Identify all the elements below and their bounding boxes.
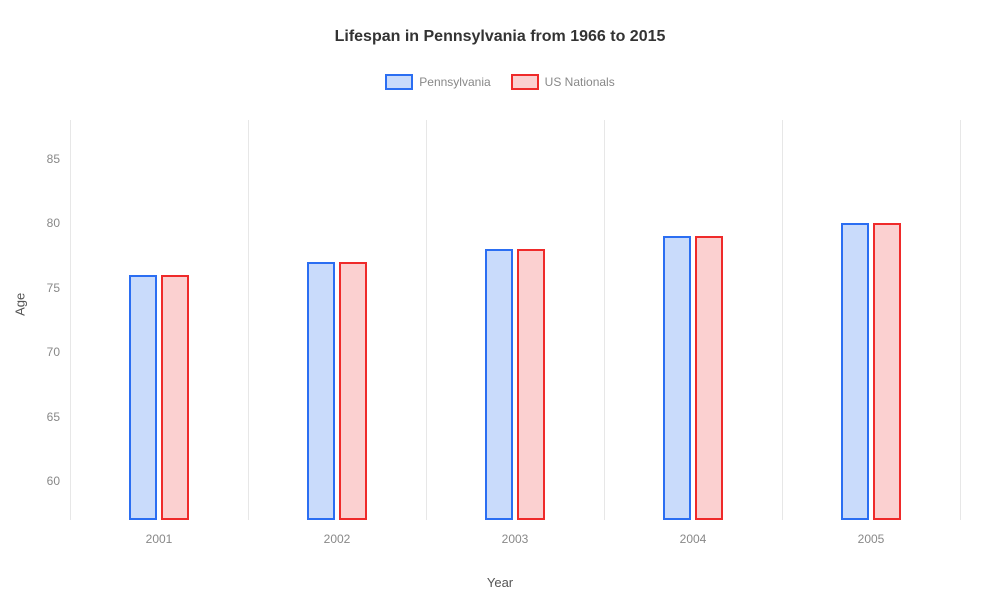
- legend-swatch-us-nationals: [511, 74, 539, 90]
- bar-pennsylvania: [129, 275, 157, 520]
- chart-legend: Pennsylvania US Nationals: [0, 74, 1000, 90]
- bar-pennsylvania: [485, 249, 513, 520]
- y-tick-label: 80: [47, 216, 60, 230]
- chart-container: Lifespan in Pennsylvania from 1966 to 20…: [0, 0, 1000, 600]
- bar-pennsylvania: [663, 236, 691, 520]
- legend-item-pennsylvania: Pennsylvania: [385, 74, 490, 90]
- bar-pennsylvania: [307, 262, 335, 520]
- y-axis-label: Age: [13, 293, 28, 316]
- chart-plot-area: 60657075808520012002200320042005: [70, 120, 960, 520]
- x-tick-label: 2005: [858, 532, 885, 546]
- y-tick-label: 65: [47, 410, 60, 424]
- bar-pennsylvania: [841, 223, 869, 520]
- y-tick-label: 70: [47, 345, 60, 359]
- x-tick-label: 2002: [324, 532, 351, 546]
- bar-us-nationals: [517, 249, 545, 520]
- grid-line-vertical: [426, 120, 427, 520]
- legend-label-us-nationals: US Nationals: [545, 75, 615, 89]
- x-tick-label: 2004: [680, 532, 707, 546]
- legend-item-us-nationals: US Nationals: [511, 74, 615, 90]
- x-tick-label: 2001: [146, 532, 173, 546]
- legend-label-pennsylvania: Pennsylvania: [419, 75, 490, 89]
- grid-line-vertical: [782, 120, 783, 520]
- y-tick-label: 85: [47, 152, 60, 166]
- y-tick-label: 60: [47, 474, 60, 488]
- bar-us-nationals: [339, 262, 367, 520]
- grid-line-vertical: [248, 120, 249, 520]
- chart-title: Lifespan in Pennsylvania from 1966 to 20…: [0, 0, 1000, 46]
- grid-line-vertical: [604, 120, 605, 520]
- bar-us-nationals: [873, 223, 901, 520]
- x-tick-label: 2003: [502, 532, 529, 546]
- grid-line-vertical: [960, 120, 961, 520]
- bar-us-nationals: [161, 275, 189, 520]
- bar-us-nationals: [695, 236, 723, 520]
- x-axis-label: Year: [487, 575, 513, 590]
- grid-line-vertical: [70, 120, 71, 520]
- legend-swatch-pennsylvania: [385, 74, 413, 90]
- y-tick-label: 75: [47, 281, 60, 295]
